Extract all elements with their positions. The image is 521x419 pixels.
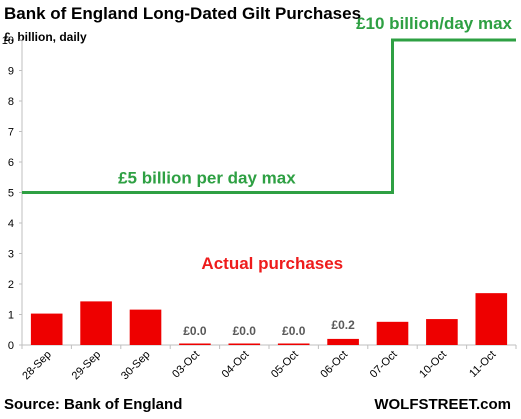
bar — [228, 343, 261, 345]
x-tick-label: 05-Oct — [269, 349, 301, 381]
data-label: £0.0 — [282, 324, 306, 338]
annotation-10bn: £10 billion/day max — [356, 14, 512, 33]
chart-subtitle: £, billion, daily — [4, 30, 87, 44]
data-label: £0.2 — [331, 318, 355, 332]
bar — [327, 338, 359, 345]
y-axis: 0 1 2 3 4 5 6 7 8 9 10 — [2, 35, 23, 352]
bar — [30, 313, 63, 345]
x-tick-label: 30-Sep — [119, 349, 153, 383]
x-tick-label: 03-Oct — [170, 349, 202, 381]
data-labels: £0.0 £0.0 £0.0 £0.2 — [183, 318, 355, 338]
y-tick-label: 3 — [8, 249, 14, 261]
y-tick-label: 2 — [8, 279, 14, 291]
data-label: £0.0 — [233, 324, 257, 338]
limit-line — [22, 38, 516, 194]
x-tick-label: 28-Sep — [20, 349, 54, 383]
bar — [376, 321, 409, 345]
brand-logo-text: WOLFSTREET.com — [374, 396, 511, 413]
annotation-actual-purchases: Actual purchases — [201, 254, 343, 273]
bar — [475, 293, 508, 345]
x-tick-label: 10-Oct — [417, 349, 449, 381]
x-tick-label: 06-Oct — [318, 349, 350, 381]
y-tick-label: 8 — [8, 96, 14, 108]
source-note: Source: Bank of England — [4, 396, 183, 413]
bar — [179, 343, 211, 345]
y-tick-label: 4 — [8, 218, 14, 230]
x-tick-label: 07-Oct — [368, 349, 400, 381]
bars — [30, 293, 508, 345]
bar — [426, 319, 458, 345]
y-tick-label: 9 — [8, 66, 14, 78]
y-tick-label: 7 — [8, 127, 14, 139]
x-axis: 28-Sep 29-Sep 30-Sep 03-Oct 04-Oct 05-Oct 06-O… — [20, 344, 517, 383]
data-label: £0.0 — [183, 324, 207, 338]
y-tick-label: 10 — [2, 35, 14, 47]
x-tick-label: 11-Oct — [467, 349, 498, 380]
y-tick-label: 1 — [8, 310, 14, 322]
y-tick-label: 6 — [8, 157, 14, 169]
bar — [80, 301, 112, 345]
bar — [277, 343, 310, 345]
y-tick-label: 0 — [8, 340, 14, 352]
bar — [129, 309, 162, 345]
x-tick-label: 29-Sep — [70, 349, 104, 383]
chart-title: Bank of England Long-Dated Gilt Purchase… — [4, 4, 362, 23]
annotation-5bn: £5 billion per day max — [118, 169, 296, 188]
limit-line-group — [22, 38, 516, 194]
x-tick-label: 04-Oct — [220, 349, 252, 381]
y-tick-label: 5 — [8, 188, 14, 200]
